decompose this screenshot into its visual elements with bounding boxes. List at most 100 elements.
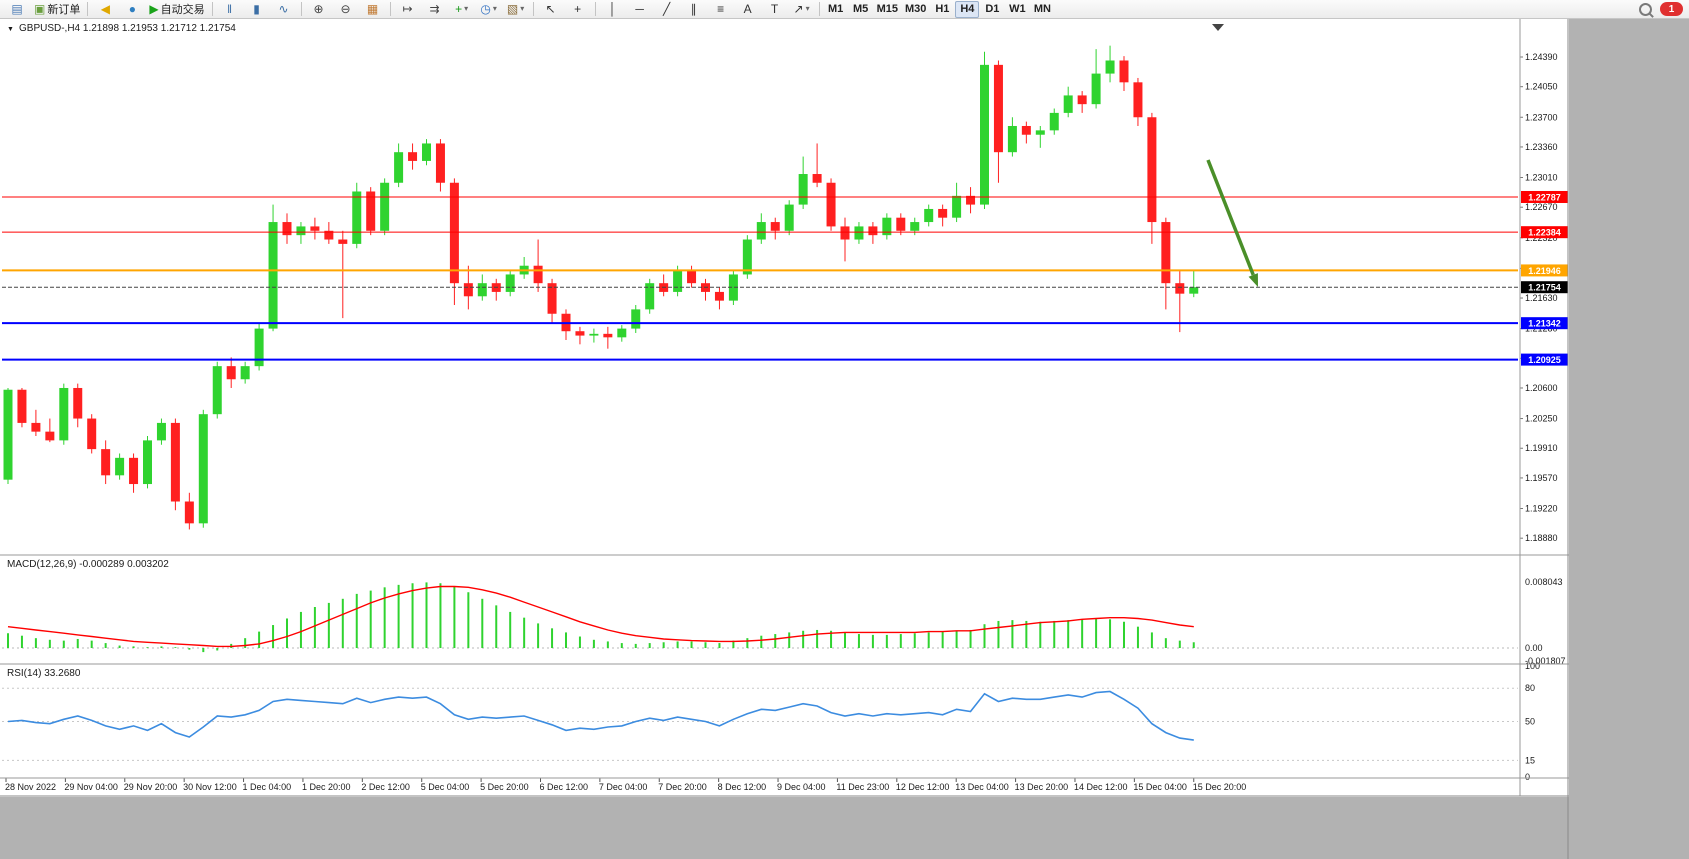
notification-badge[interactable]: 1 [1660, 2, 1683, 16]
candle-body [575, 331, 585, 336]
chart-shift-button[interactable]: ⇉ [422, 1, 448, 18]
tf-w1-button[interactable]: W1 [1005, 1, 1029, 18]
candle-body [143, 440, 152, 485]
price-tag-label: 1.21946 [1528, 266, 1561, 276]
caret-icon: ▾ [464, 4, 469, 13]
time-axis-label: 5 Dec 04:00 [421, 782, 470, 792]
candle-body [310, 226, 320, 231]
time-axis-label: 15 Dec 04:00 [1133, 782, 1187, 792]
new-order-button[interactable]: ▣ 新订单 [31, 1, 83, 18]
cursor-icon: ↖ [545, 2, 556, 16]
tf-m15-button[interactable]: M15 [874, 1, 901, 18]
workspace-background-bottom [0, 797, 1569, 859]
candle-body [868, 226, 878, 236]
chart-candles-button[interactable]: ▮ [244, 1, 270, 18]
tf-m1-label: M1 [827, 3, 844, 15]
periods-button[interactable]: ◷ ▾ [476, 1, 502, 18]
candle-body [1063, 95, 1073, 113]
chart-line-button[interactable]: ∿ [271, 1, 297, 18]
chart-background [0, 19, 1569, 797]
label-button[interactable]: T [762, 1, 788, 18]
tf-m30-button[interactable]: M30 [902, 1, 929, 18]
hline-icon: ─ [635, 2, 644, 16]
price-axis-label: 1.19570 [1525, 473, 1558, 483]
candle-body [952, 195, 962, 218]
fibonacci-button[interactable]: ≡ [708, 1, 734, 18]
zoom-in-button[interactable]: ⊕ [306, 1, 332, 18]
tf-d1-button[interactable]: D1 [980, 1, 1004, 18]
tile-windows-button[interactable]: ▦ [360, 1, 386, 18]
rsi-axis-label: 100 [1525, 661, 1540, 671]
crosshair-icon: + [574, 2, 582, 16]
price-axis-label: 1.19910 [1525, 443, 1558, 453]
chart-candles-icon: ▮ [253, 2, 260, 16]
price-tag-label: 1.20925 [1528, 355, 1561, 365]
chart-bars-button[interactable]: ‖ [217, 1, 243, 18]
candle-body [240, 366, 250, 380]
crosshair-button[interactable]: + [565, 1, 591, 18]
templates-button[interactable]: ▧ ▾ [503, 1, 529, 18]
price-tag: 1.21946 [1521, 264, 1568, 277]
cursor-button[interactable]: ↖ [538, 1, 564, 18]
arrows-button[interactable]: ↗ ▾ [789, 1, 815, 18]
macd-panel[interactable]: 0.008043 0.00 -0.001807 MACD(12,26,9) -0.00… [2, 559, 1566, 666]
tf-m5-button[interactable]: M5 [849, 1, 873, 18]
candle-body [1175, 283, 1185, 294]
hline-button[interactable]: ─ [627, 1, 653, 18]
tf-h1-button[interactable]: H1 [930, 1, 954, 18]
candle-body [742, 239, 752, 275]
channel-button[interactable]: ∥ [681, 1, 707, 18]
candle-body [129, 457, 139, 485]
vline-button[interactable]: │ [600, 1, 626, 18]
rsi-line [7, 690, 1194, 741]
tf-h4-button[interactable]: H4 [955, 0, 980, 18]
auto-scroll-button[interactable]: ↦ [395, 1, 421, 18]
megaphone-button[interactable]: ◀ [92, 1, 118, 18]
rsi-panel[interactable]: 100 80 50 15 0 RSI(14) 33.2680 [2, 661, 1540, 782]
candle-body [282, 222, 292, 236]
trend-arrow-head [1248, 273, 1258, 287]
price-axis-label: 1.22670 [1525, 202, 1558, 212]
macd-axis-label: 0.00 [1525, 643, 1543, 653]
zoom-out-button[interactable]: ⊖ [333, 1, 359, 18]
tf-mn-button[interactable]: MN [1030, 1, 1054, 18]
time-axis-label: 30 Nov 12:00 [183, 782, 237, 792]
search-icon[interactable] [1639, 2, 1652, 16]
label-icon: T [770, 2, 779, 16]
candle-body [687, 270, 697, 284]
chart-shift-marker[interactable] [1212, 24, 1224, 31]
candle-body [673, 270, 683, 292]
indicators-button[interactable]: + ▾ [449, 1, 475, 18]
support-button[interactable]: ● [119, 1, 145, 18]
channel-icon: ∥ [690, 2, 697, 16]
candle-body [463, 283, 473, 297]
candle-body [338, 239, 348, 244]
candle-body [170, 422, 180, 502]
candle-body [728, 274, 738, 301]
candle-body [589, 333, 599, 336]
text-button[interactable]: A [735, 1, 761, 18]
tf-m1-button[interactable]: M1 [824, 1, 848, 18]
candle-body [1091, 73, 1101, 105]
time-axis[interactable]: 28 Nov 2022 29 Nov 04:00 29 Nov 20:00 30 No… [5, 778, 1246, 792]
candle-body [547, 283, 557, 314]
candle-body [101, 449, 111, 476]
candle-body [784, 204, 794, 231]
price-tag-label: 1.21754 [1528, 283, 1561, 293]
candle-body [854, 226, 864, 240]
autotrade-icon: ▶ [149, 2, 159, 16]
candle-body [212, 366, 222, 415]
candle-body [449, 182, 459, 284]
new-chart-button[interactable]: ▤ [4, 1, 30, 18]
candle-body [938, 208, 948, 218]
price-axis-label: 1.23360 [1525, 142, 1558, 152]
new-chart-icon: ▤ [11, 2, 23, 16]
time-axis-label: 1 Dec 20:00 [302, 782, 351, 792]
candle-body [533, 265, 543, 284]
trendline-button[interactable]: ╱ [654, 1, 680, 18]
autotrade-button[interactable]: ▶ 自动交易 [146, 1, 207, 18]
symbol-collapse-icon[interactable]: ▼ [7, 26, 14, 33]
templates-icon: ▧ [506, 2, 519, 16]
trend-arrow[interactable] [1206, 159, 1258, 287]
